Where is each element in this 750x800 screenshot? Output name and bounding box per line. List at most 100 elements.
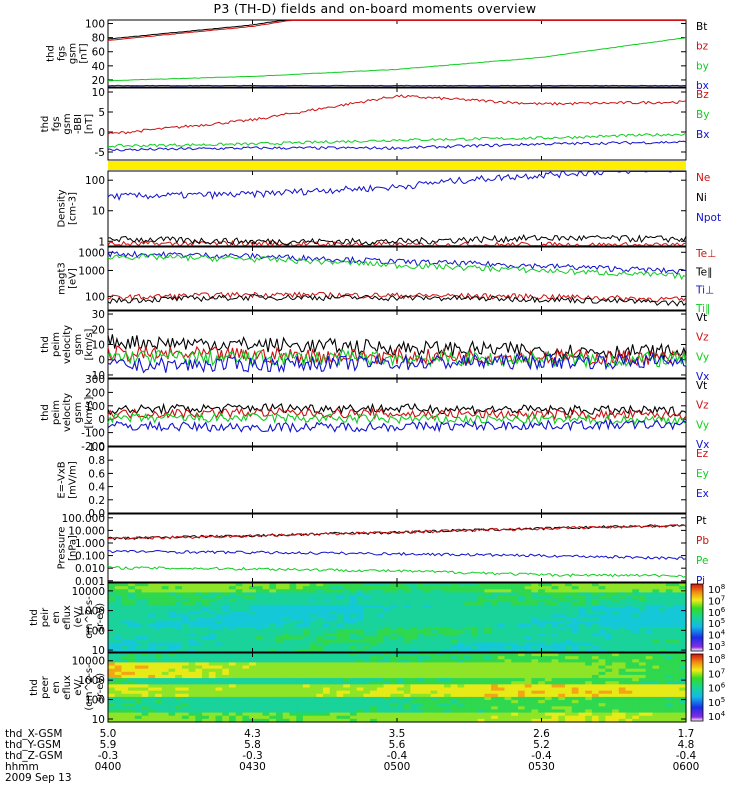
spectrogram-cell <box>598 639 606 644</box>
spectrogram-cell <box>309 662 317 667</box>
spectrogram-cell <box>612 671 620 676</box>
spectrogram-cell <box>464 678 472 682</box>
spectrogram-cell <box>363 642 371 647</box>
spectrogram-cell <box>578 645 586 650</box>
spectrogram-cell <box>511 681 519 685</box>
spectrogram-cell <box>565 598 573 603</box>
spectrogram-cell <box>618 718 627 723</box>
spectrogram-cell <box>632 656 640 660</box>
spectrogram-cell <box>605 601 613 606</box>
spectrogram-cell <box>652 601 660 606</box>
spectrogram-cell <box>390 592 398 597</box>
spectrogram-cell <box>524 630 533 634</box>
spectrogram-cell <box>457 592 465 597</box>
spectrogram-cell <box>390 623 398 628</box>
spectrogram-cell <box>558 623 566 628</box>
spectrogram-cell <box>679 706 687 711</box>
spectrogram-cell <box>585 592 593 597</box>
spectrogram-cell <box>148 653 156 657</box>
spectrogram-cell <box>679 592 687 597</box>
spectrogram-cell <box>188 583 196 587</box>
spectrogram-cell <box>437 656 445 660</box>
spectrogram-cell <box>565 693 573 698</box>
spectrogram-cell <box>397 703 405 707</box>
spectrogram-cell <box>181 630 190 634</box>
spectrogram-cell <box>491 659 499 664</box>
spectrogram-cell <box>128 712 136 717</box>
spectrogram-cell <box>383 604 391 609</box>
spectrogram-cell <box>517 604 526 609</box>
spectrogram-cell <box>175 648 183 653</box>
spectrogram-cell <box>659 684 667 689</box>
spectrogram-cell <box>591 712 600 717</box>
spectrogram-cell <box>484 718 492 723</box>
spectrogram-cell <box>289 671 297 676</box>
spectrogram-cell <box>544 583 553 587</box>
spectrogram-cell <box>450 681 459 685</box>
y-axis-label-line: gsm <box>62 113 73 134</box>
spectrogram-cell <box>155 700 163 704</box>
spectrogram-cell <box>390 693 398 698</box>
spectrogram-cell <box>323 656 331 660</box>
spectrogram-cell <box>202 662 210 667</box>
spectrogram-cell <box>141 674 149 679</box>
spectrogram-cell <box>175 671 183 676</box>
spectrogram-cell <box>363 648 371 653</box>
spectrogram-cell <box>591 665 600 670</box>
spectrogram-cell <box>531 681 539 685</box>
spectrogram-cell <box>269 709 277 714</box>
spectrogram-cell <box>531 623 539 628</box>
spectrogram-cell <box>625 662 633 667</box>
spectrogram-cell <box>316 709 324 714</box>
spectrogram-cell <box>148 703 156 707</box>
spectrogram-cell <box>168 700 176 704</box>
spectrogram-cell <box>282 671 291 676</box>
spectrogram-cell <box>618 611 627 615</box>
spectrogram-cell <box>524 718 533 723</box>
spectrogram-cell <box>309 645 317 650</box>
spectrogram-cell <box>121 633 129 637</box>
spectrogram-cell <box>544 633 553 637</box>
spectrogram-cell <box>376 595 385 600</box>
spectrogram-cell <box>538 690 546 695</box>
spectrogram-cell <box>679 598 687 603</box>
spectrogram-cell <box>316 687 324 692</box>
spectrogram-cell <box>464 715 472 720</box>
spectrogram-cell <box>363 706 371 711</box>
spectrogram-cell <box>249 630 257 634</box>
spectrogram-cell <box>558 693 566 698</box>
spectrogram-cell <box>397 623 405 628</box>
spectrogram-cell <box>363 598 371 603</box>
spectrogram-cell <box>114 684 123 689</box>
spectrogram-cell <box>672 703 680 707</box>
spectrogram-cell <box>511 700 519 704</box>
spectrogram-cell <box>403 659 412 664</box>
spectrogram-cell <box>423 633 432 637</box>
spectrogram-cell <box>269 586 277 590</box>
y-tick-label: 200 <box>85 387 105 399</box>
spectrogram-cell <box>430 674 438 679</box>
spectrogram-cell <box>262 706 270 711</box>
spectrogram-cell <box>128 709 136 714</box>
y-tick-label: 100.000 <box>62 513 105 525</box>
spectrogram-cell <box>591 687 600 692</box>
spectrogram-cell <box>605 700 613 704</box>
spectrogram-cell <box>672 653 680 657</box>
spectrogram-cell <box>565 712 573 717</box>
spectrogram-cell <box>161 623 170 628</box>
spectrogram-cell <box>571 712 580 717</box>
spectrogram-cell <box>134 592 143 597</box>
spectrogram-cell <box>323 604 331 609</box>
spectrogram-cell <box>444 700 452 704</box>
spectrogram-cell <box>349 645 358 650</box>
spectrogram-cell <box>397 608 405 612</box>
spectrogram-cell <box>423 678 432 682</box>
spectrogram-cell <box>464 712 472 717</box>
spectrogram-cell <box>155 598 163 603</box>
spectrogram-cell <box>188 709 196 714</box>
spectrogram-cell <box>276 696 284 701</box>
spectrogram-cell <box>370 586 378 590</box>
spectrogram-cell <box>558 611 566 615</box>
spectrogram-cell <box>417 712 425 717</box>
